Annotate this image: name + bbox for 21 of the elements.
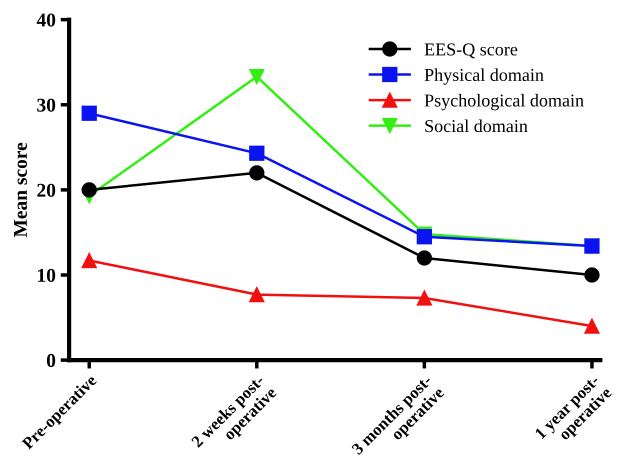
legend-label: Psychological domain — [424, 94, 584, 110]
point — [82, 252, 97, 268]
y-axis-title: Mean score — [14, 142, 27, 238]
legend-label: EES-Q score — [424, 43, 518, 58]
point — [249, 146, 264, 161]
point — [584, 267, 600, 283]
y-tick-label: 10 — [38, 268, 56, 282]
point — [416, 250, 432, 266]
point — [82, 182, 97, 198]
y-tick-label: 20 — [37, 184, 56, 197]
point — [416, 290, 432, 306]
point — [584, 318, 600, 334]
point — [249, 69, 264, 84]
point — [249, 165, 264, 180]
point — [249, 286, 264, 302]
point — [82, 106, 97, 121]
legend-label: Physical domain — [424, 68, 544, 85]
y-tick-label: 0 — [46, 354, 56, 368]
y-tick-label: 30 — [37, 98, 56, 112]
legend-label: Social domain — [425, 119, 528, 132]
y-tick-label: 40 — [36, 13, 56, 27]
